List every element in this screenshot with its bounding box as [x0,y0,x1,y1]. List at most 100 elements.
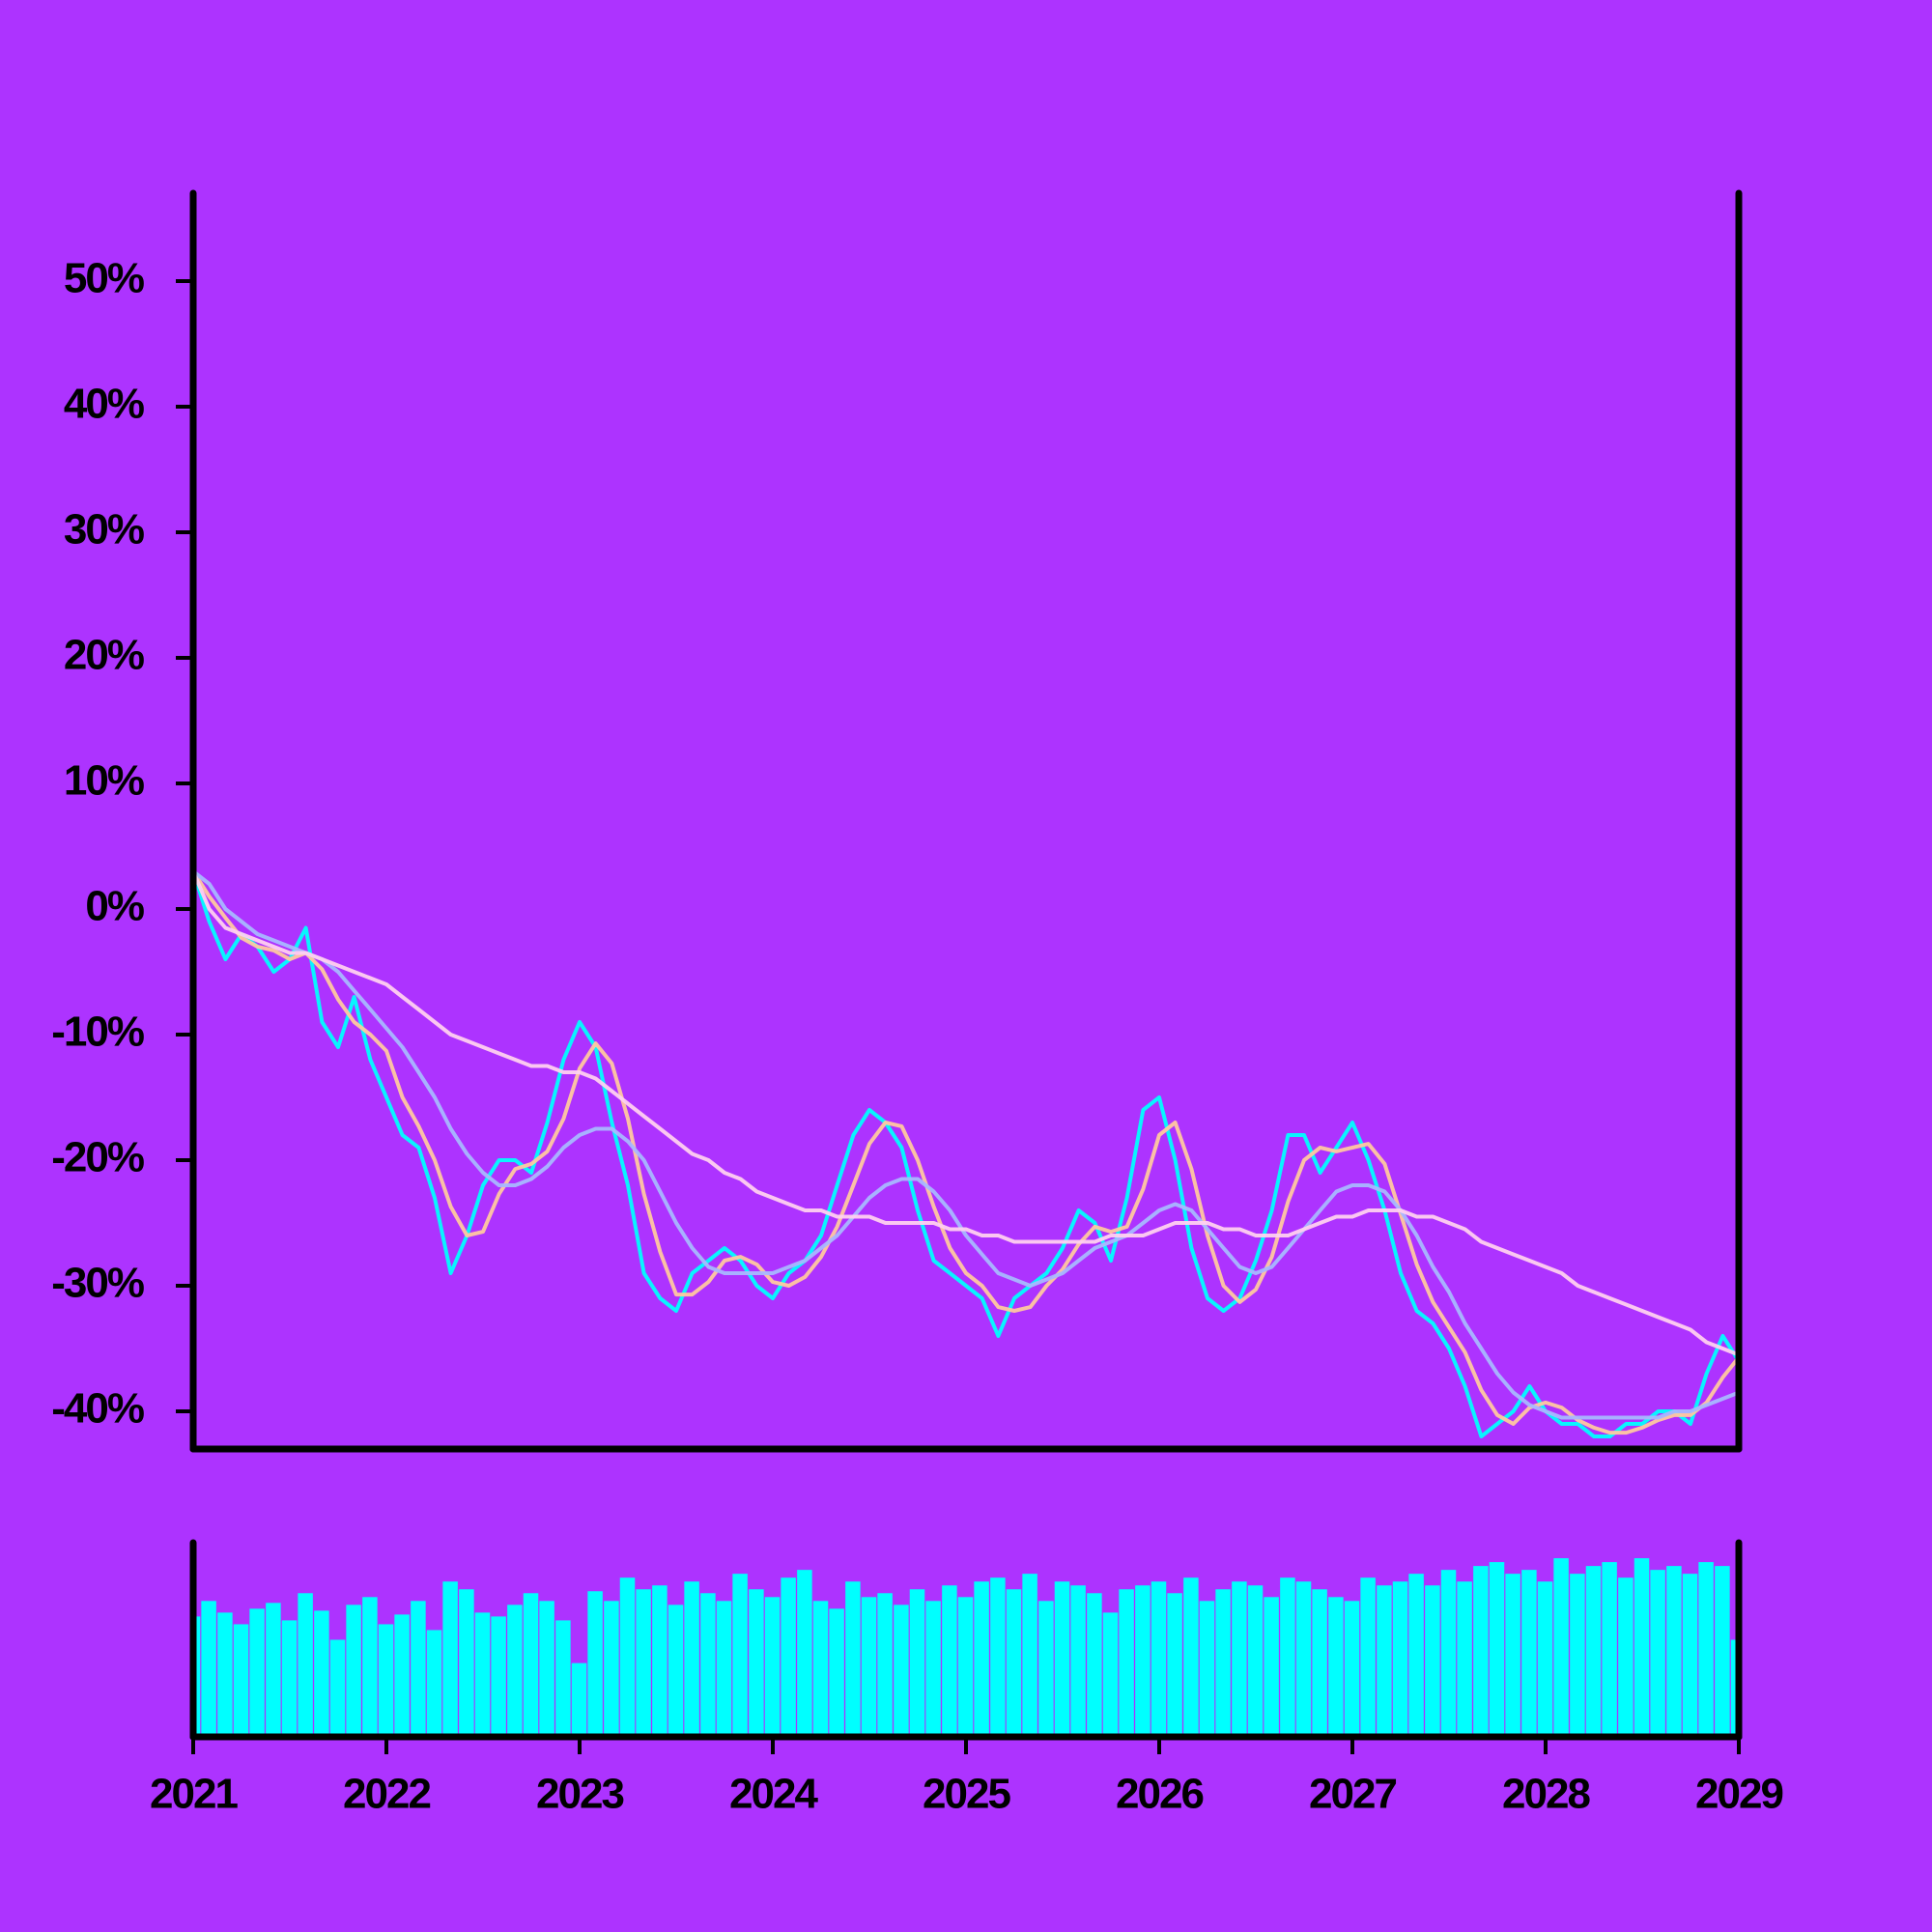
x-tick-label: 2025 [923,1771,1010,1818]
y-tick-label: -10% [51,1009,144,1056]
y-tick-label: 30% [64,506,144,554]
volume-bar [684,1581,699,1737]
volume-bar [957,1597,974,1737]
volume-bar [1167,1593,1182,1737]
volume-bar [362,1597,378,1737]
volume-bar [812,1601,829,1737]
volume-bar [1425,1585,1440,1737]
volume-bar [474,1612,491,1737]
volume-bar [1440,1570,1457,1737]
volume-bar [314,1610,329,1737]
volume-bar [1312,1589,1327,1737]
volume-bar [249,1608,265,1737]
volume-bar [1473,1566,1489,1737]
y-tick-label: 20% [64,632,144,679]
volume-bar [636,1589,651,1737]
volume-bar [266,1603,281,1737]
volume-bar [1457,1581,1472,1737]
y-tick-label: 10% [64,757,144,805]
volume-bar [1730,1639,1738,1737]
volume-bar [1087,1593,1102,1737]
y-tick-label: -30% [51,1260,144,1307]
volume-bar [652,1585,668,1737]
volume-bar [555,1620,571,1737]
volume-bar [346,1605,361,1737]
x-tick-label: 2023 [536,1771,623,1818]
volume-bar [1715,1566,1730,1737]
volume-bar [604,1601,619,1737]
volume-bar [1634,1558,1650,1737]
volume-bar [716,1601,732,1737]
series-line [191,870,1740,1357]
volume-bar [1247,1585,1264,1737]
volume-bar [1328,1597,1344,1737]
volume-bar [1650,1570,1665,1737]
volume-bar [1295,1581,1312,1737]
volume-bar [281,1620,298,1737]
volume-bar [233,1624,249,1737]
volume-bar [861,1597,877,1737]
x-tick-label: 2022 [343,1771,430,1818]
y-tick-label: 0% [85,883,143,930]
volume-bar [1682,1574,1698,1737]
volume-bar [1054,1581,1070,1737]
volume-bar [1537,1581,1553,1737]
volume-bar [764,1597,781,1737]
volume-bar [539,1601,554,1737]
volume-bar [217,1612,233,1737]
volume-bar [1344,1601,1360,1737]
volume-bar [1280,1577,1295,1737]
volume-bar [1360,1577,1376,1737]
volume-bar [1022,1574,1037,1737]
volume-bar [571,1662,587,1737]
volume-bar [1070,1585,1086,1737]
volume-bar [1521,1570,1537,1737]
volume-bar [507,1605,523,1737]
volume-bar [1151,1581,1167,1737]
volume-bar [193,1616,201,1737]
x-tick-label: 2028 [1502,1771,1590,1818]
volume-bar [1135,1585,1151,1737]
x-tick-label: 2021 [150,1771,238,1818]
volume-bar [619,1577,636,1737]
volume-bar [459,1589,474,1737]
volume-bar [990,1577,1006,1737]
volume-bar [1392,1581,1408,1737]
volume-bar [700,1593,716,1737]
volume-bar [1489,1562,1505,1737]
volume-bar [298,1593,313,1737]
volume-bar [877,1593,893,1737]
volume-bar [909,1589,925,1737]
volume-bar [523,1593,539,1737]
y-tick-label: 40% [64,381,144,428]
x-tick-label: 2027 [1309,1771,1396,1818]
volume-bar [1199,1601,1215,1737]
volume-bar [894,1605,909,1737]
volume-bar [1215,1589,1231,1737]
volume-bar [378,1624,394,1737]
volume-bar [1553,1558,1569,1737]
volume-bar [394,1614,410,1737]
y-tick-label: 50% [64,255,144,302]
volume-bar [1102,1612,1119,1737]
volume-bar [942,1585,957,1737]
volume-bar [1585,1566,1602,1737]
volume-bar [974,1581,989,1737]
volume-bar [1119,1589,1134,1737]
volume-bar [925,1601,941,1737]
volume-bar [749,1589,764,1737]
volume-bar [411,1601,426,1737]
volume-bar [781,1577,796,1737]
volume-bar [1618,1577,1634,1737]
series-line [191,869,1740,1420]
volume-bar [1232,1581,1247,1737]
volume-bar [587,1591,603,1737]
volume-bar [1006,1589,1022,1737]
volume-bar [1038,1601,1054,1737]
volume-bar [1264,1597,1279,1737]
volume-bar [1602,1562,1617,1737]
series-line [191,870,1741,1438]
volume-bar [797,1570,812,1737]
volume-bar [1377,1585,1392,1737]
